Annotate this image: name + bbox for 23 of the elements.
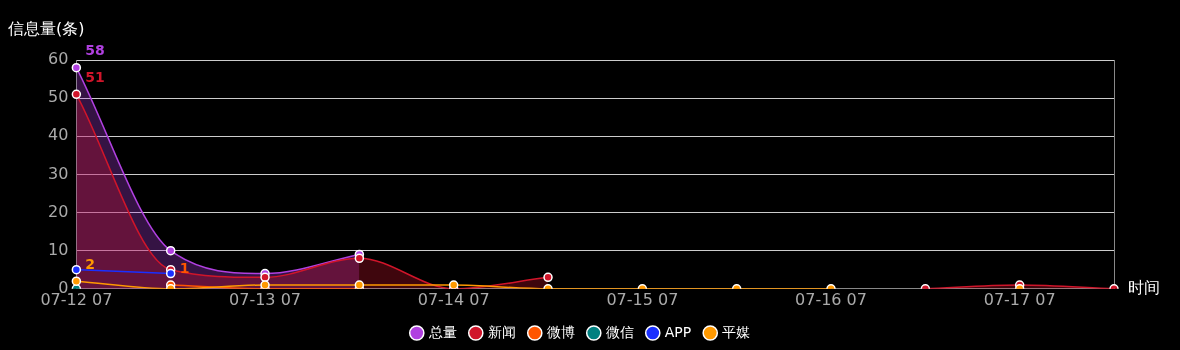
y-tick-label: 20 <box>48 201 69 221</box>
data-label: 58 <box>85 42 105 59</box>
y-tick-label: 10 <box>48 239 69 259</box>
data-label: 2 <box>85 255 96 272</box>
y-tick-label: 40 <box>48 125 69 145</box>
data-label: 1 <box>179 259 190 276</box>
legend-label: APP <box>664 323 692 340</box>
data-label: 51 <box>85 68 105 85</box>
y-axis-title: 信息量(条) <box>8 19 85 39</box>
x-tick-label: 07-16 07 <box>795 289 867 309</box>
x-tick-label: 07-15 07 <box>606 289 679 309</box>
x-axis-title: 时间 <box>1128 277 1160 297</box>
legend-label: 平媒 <box>722 323 751 340</box>
legend-label: 新闻 <box>487 323 516 340</box>
legend-label: 微博 <box>546 323 575 340</box>
x-tick-label: 07-13 07 <box>229 289 301 309</box>
legend-label: 总量 <box>427 323 457 340</box>
y-tick-label: 50 <box>48 87 69 107</box>
y-tick-label: 60 <box>48 49 69 69</box>
x-tick-label: 07-14 07 <box>417 289 490 309</box>
x-tick-label: 07-17 07 <box>983 289 1056 309</box>
y-tick-label: 30 <box>48 163 69 183</box>
legend-label: 微信 <box>605 323 634 340</box>
